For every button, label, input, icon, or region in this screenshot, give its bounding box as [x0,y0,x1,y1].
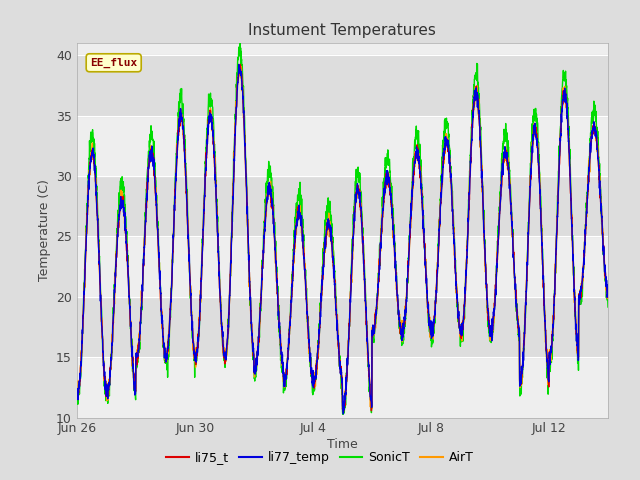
AirT [73,378,81,384]
Bar [77,357,608,418]
AirT [236,62,244,68]
SonicT [156,282,164,288]
AirT [124,271,132,277]
SonicT [339,411,346,417]
Title: Instument Temperatures: Instument Temperatures [248,23,436,38]
li75_t [604,287,612,292]
li77_temp [156,286,164,292]
li77_temp [536,186,543,192]
SonicT [536,170,543,176]
AirT [266,180,273,185]
Line: SonicT: SonicT [77,43,608,414]
li75_t [191,350,198,356]
li75_t [266,183,273,189]
SonicT [604,304,612,310]
Bar [77,176,608,237]
AirT [360,242,367,248]
Y-axis label: Temperature (C): Temperature (C) [38,180,51,281]
SonicT [266,174,273,180]
AirT [604,293,612,299]
AirT [339,407,347,413]
li75_t [536,181,543,187]
Text: EE_flux: EE_flux [90,58,138,68]
Bar [77,297,608,357]
li77_temp [266,184,273,190]
SonicT [360,240,367,246]
AirT [191,350,198,356]
Line: li75_t: li75_t [77,64,608,411]
li77_temp [235,61,243,67]
Legend: li75_t, li77_temp, SonicT, AirT: li75_t, li77_temp, SonicT, AirT [161,446,479,469]
li75_t [360,251,367,256]
SonicT [236,40,244,46]
li77_temp [124,273,132,278]
li77_temp [360,251,367,257]
AirT [536,188,543,194]
AirT [156,283,164,288]
SonicT [124,270,132,276]
li77_temp [191,354,198,360]
Bar [77,55,608,116]
Bar [77,116,608,176]
Line: AirT: AirT [77,65,608,410]
li75_t [156,282,164,288]
Bar [77,237,608,297]
li75_t [236,61,244,67]
li75_t [73,388,81,394]
li77_temp [604,282,612,288]
li75_t [340,408,348,414]
li75_t [124,274,132,280]
SonicT [191,355,198,361]
SonicT [73,400,81,406]
Line: li77_temp: li77_temp [77,64,608,414]
li77_temp [73,387,81,393]
li77_temp [339,411,347,417]
X-axis label: Time: Time [327,438,358,451]
